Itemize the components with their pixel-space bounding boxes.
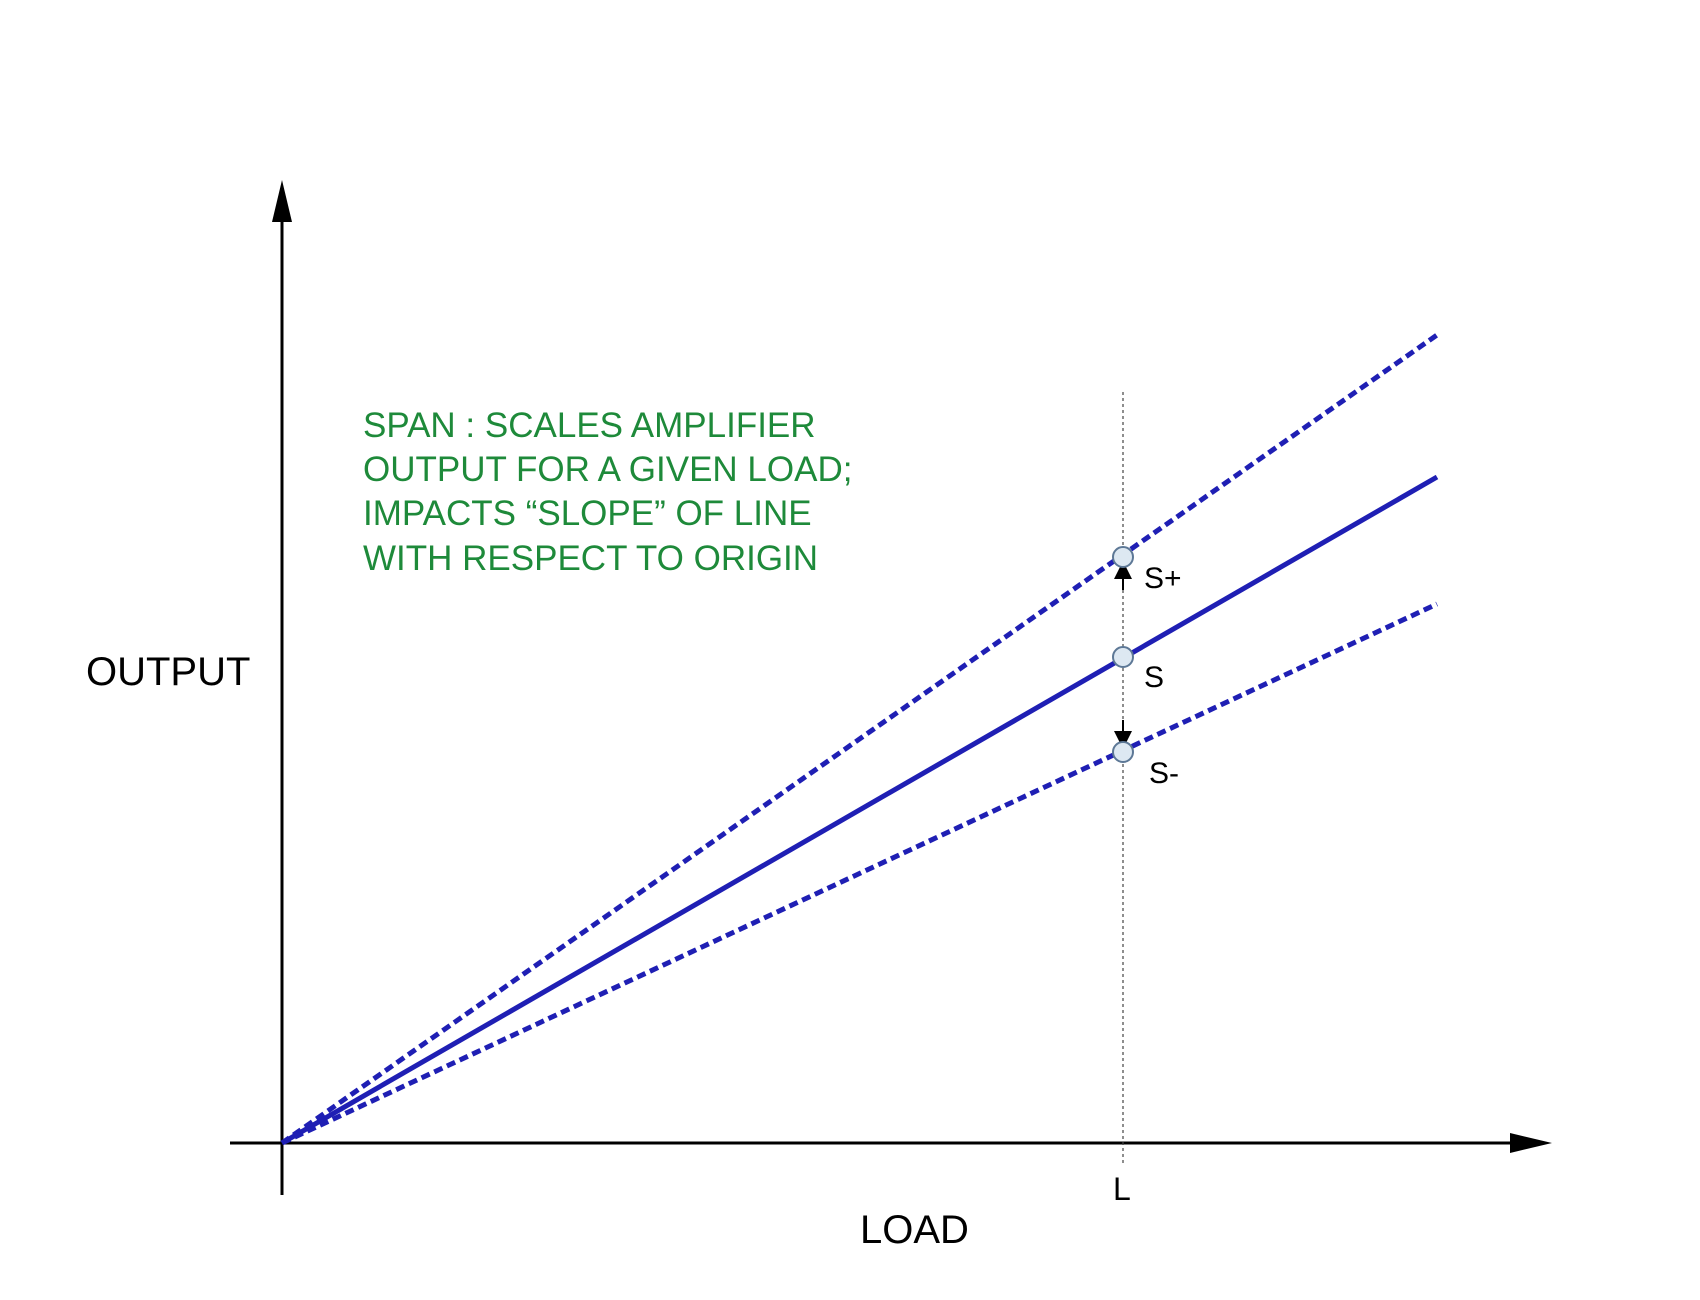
y-axis-arrowhead	[272, 180, 292, 222]
span-plus-line	[280, 332, 1439, 1146]
label-s-minus: S-	[1149, 757, 1179, 790]
load-marker-label: L	[1113, 1171, 1131, 1207]
label-s: S	[1144, 661, 1164, 694]
point-s-minus	[1112, 741, 1134, 763]
span-note: SPAN : SCALES AMPLIFIER OUTPUT FOR A GIV…	[363, 406, 852, 578]
note-line-2: OUTPUT FOR A GIVEN LOAD;	[363, 450, 852, 489]
x-axis-arrowhead	[1510, 1133, 1552, 1153]
note-line-4: WITH RESPECT TO ORIGIN	[363, 539, 818, 578]
y-axis-label: OUTPUT	[86, 650, 250, 694]
point-s	[1112, 646, 1134, 668]
note-line-3: IMPACTS “SLOPE” OF LINE	[363, 494, 812, 533]
label-s-plus: S+	[1144, 562, 1182, 595]
x-axis-label: LOAD	[860, 1208, 969, 1252]
point-s-plus	[1112, 546, 1134, 568]
nominal-span-line	[280, 474, 1439, 1146]
span-minus-line	[280, 601, 1439, 1146]
note-line-1: SPAN : SCALES AMPLIFIER	[363, 406, 816, 445]
